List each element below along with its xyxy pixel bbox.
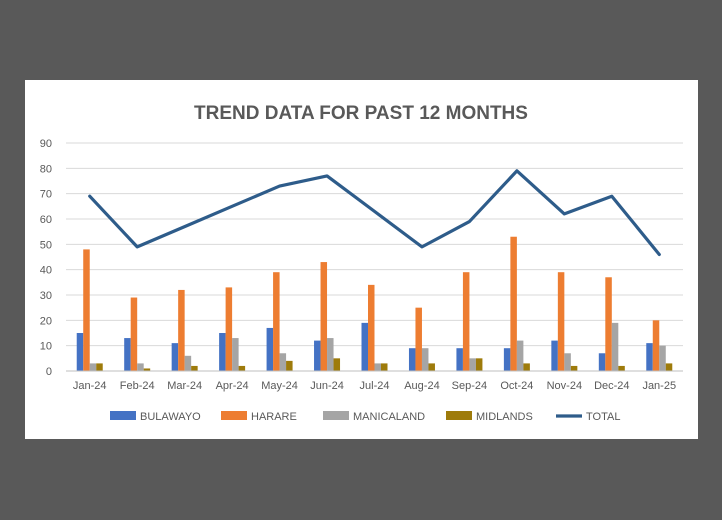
legend-swatch [446, 411, 472, 420]
bar-bulawayo [551, 340, 558, 371]
bar-manicaland [421, 348, 429, 371]
bar-bulawayo [361, 322, 368, 371]
legend-label: BULAWAYO [140, 411, 201, 423]
x-tick-label: Jan-24 [73, 380, 107, 392]
bar-manicaland [564, 353, 571, 371]
bar-bulawayo [76, 333, 84, 371]
chart-title: TREND DATA FOR PAST 12 MONTHS [194, 103, 528, 124]
bar-midlands [570, 365, 578, 371]
bar-manicaland [137, 363, 144, 371]
bar-harare [320, 262, 328, 371]
y-tick-label: 20 [40, 315, 52, 327]
y-tick-label: 0 [46, 366, 52, 378]
bar-midlands [143, 368, 151, 371]
bar-harare [83, 249, 90, 371]
x-tick-label: Aug-24 [404, 380, 439, 392]
x-tick-label: Apr-24 [216, 380, 249, 392]
bar-midlands [191, 365, 198, 371]
bar-harare [462, 272, 470, 371]
legend-swatch [221, 411, 247, 420]
bar-midlands [523, 363, 530, 371]
bar-midlands [665, 363, 673, 371]
bar-manicaland [516, 340, 524, 371]
y-tick-label: 40 [40, 265, 52, 277]
bar-manicaland [327, 338, 334, 371]
line-layer [88, 169, 661, 257]
bar-manicaland [469, 358, 476, 371]
bar-harare [652, 320, 660, 371]
x-tick-label: Oct-24 [500, 380, 533, 392]
bar-manicaland [89, 363, 97, 371]
x-tick-label: Jul-24 [360, 380, 390, 392]
bar-bulawayo [314, 340, 321, 371]
x-tick-label: Nov-24 [547, 380, 582, 392]
bar-bulawayo [598, 353, 606, 371]
x-tick-label: Jan-25 [642, 380, 676, 392]
bar-midlands [381, 363, 388, 371]
bar-bulawayo [266, 327, 274, 371]
bar-bulawayo [408, 348, 416, 371]
legend-label: MIDLANDS [476, 411, 533, 423]
x-tick-label: Dec-24 [594, 380, 629, 392]
legend-label: HARARE [251, 411, 297, 423]
bar-harare [130, 297, 138, 371]
bar-manicaland [659, 345, 666, 371]
bar-manicaland [611, 322, 619, 371]
bar-midlands [618, 365, 625, 371]
y-tick-label: 10 [40, 341, 52, 353]
bar-manicaland [184, 355, 192, 371]
bar-harare [178, 289, 185, 371]
legend-swatch [323, 411, 349, 420]
bar-harare [368, 284, 375, 371]
y-tick-label: 80 [40, 163, 52, 175]
bar-midlands [96, 363, 103, 371]
line-total [88, 169, 661, 257]
bar-midlands [238, 365, 246, 371]
bar-midlands [333, 358, 341, 371]
bar-bulawayo [171, 343, 179, 371]
bar-manicaland [279, 353, 287, 371]
legend-swatch [110, 411, 136, 420]
bar-harare [510, 236, 517, 371]
bar-manicaland [232, 338, 239, 371]
bar-bulawayo [503, 348, 511, 371]
chart-card: TREND DATA FOR PAST 12 MONTHS 0 10 20 30 40 5… [25, 80, 698, 439]
bar-bulawayo [124, 338, 131, 371]
y-tick-label: 60 [40, 214, 52, 226]
y-tick-label: 30 [40, 290, 52, 302]
bar-harare [225, 287, 233, 371]
bar-midlands [286, 360, 293, 371]
bar-harare [557, 272, 565, 371]
x-tick-label: Feb-24 [120, 380, 155, 392]
bar-midlands [475, 358, 483, 371]
y-tick-label: 50 [40, 239, 52, 251]
bar-manicaland [374, 363, 381, 371]
legend-label: TOTAL [586, 411, 620, 423]
legend-label: MANICALAND [353, 411, 425, 423]
chart-svg: TREND DATA FOR PAST 12 MONTHS 0 10 20 30 40 5… [40, 103, 683, 423]
y-tick-label: 70 [40, 189, 52, 201]
x-tick-label: Jun-24 [310, 380, 344, 392]
axis-layer: 0 10 20 30 40 50 60 70 80 90 Jan-24 Feb-24 Mar-24 Apr… [40, 138, 683, 392]
x-tick-label: May-24 [261, 380, 298, 392]
bar-midlands [428, 363, 435, 371]
bar-bulawayo [456, 348, 463, 371]
x-tick-label: Mar-24 [167, 380, 202, 392]
bar-harare [415, 307, 422, 371]
bar-bulawayo [219, 333, 226, 371]
x-tick-label: Sep-24 [452, 380, 487, 392]
bars-layer [76, 236, 673, 371]
bar-harare [605, 277, 612, 371]
bar-harare [273, 272, 280, 371]
bar-bulawayo [646, 343, 653, 371]
legend: BULAWAYO HARARE MANICALAND MIDLANDS TOTAL [110, 411, 620, 423]
y-tick-label: 90 [40, 138, 52, 150]
grid-layer [66, 142, 683, 347]
